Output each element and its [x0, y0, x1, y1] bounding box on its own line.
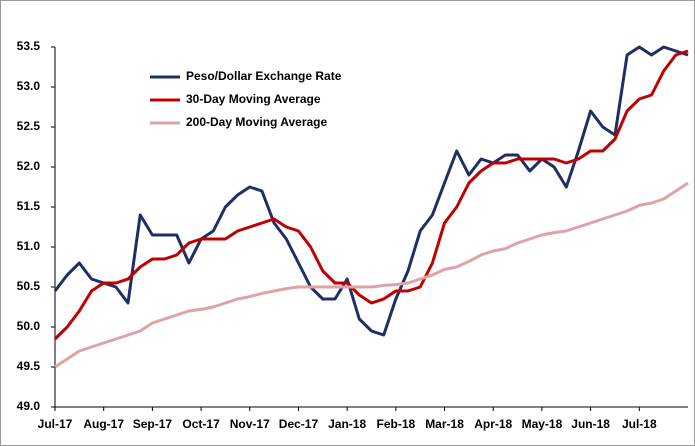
x-tick-label: Jun-18: [571, 417, 610, 431]
y-tick-label: 52.5: [17, 119, 41, 133]
y-tick-label: 53.5: [17, 39, 41, 53]
x-tick-label: Aug-17: [83, 417, 124, 431]
y-tick-label: 52.0: [17, 159, 41, 173]
y-tick-label: 51.0: [17, 239, 41, 253]
y-tick-label: 50.0: [17, 319, 41, 333]
y-tick-label: 51.5: [17, 199, 41, 213]
y-tick-label: 50.5: [17, 279, 41, 293]
series-line: [53, 49, 689, 341]
x-tick-label: Feb-18: [377, 417, 416, 431]
series-line: [53, 45, 689, 337]
y-tick-label: 53.0: [17, 79, 41, 93]
legend-label: 200-Day Moving Average: [186, 115, 327, 129]
legend-label: 30-Day Moving Average: [186, 92, 321, 106]
x-tick-label: Jul-18: [622, 417, 657, 431]
series-line: [54, 181, 689, 369]
x-tick-label: Oct-17: [182, 417, 220, 431]
x-tick-label: Dec-17: [279, 417, 319, 431]
x-tick-label: Sep-17: [133, 417, 173, 431]
y-tick-label: 49.0: [17, 399, 41, 413]
x-tick-label: Jul-17: [38, 417, 73, 431]
x-tick-label: Apr-18: [474, 417, 512, 431]
y-tick-label: 49.5: [17, 359, 41, 373]
x-tick-label: Jan-18: [328, 417, 366, 431]
x-tick-label: May-18: [522, 417, 563, 431]
x-tick-label: Mar-18: [425, 417, 464, 431]
x-tick-label: Nov-17: [230, 417, 270, 431]
legend-label: Peso/Dollar Exchange Rate: [186, 69, 342, 83]
